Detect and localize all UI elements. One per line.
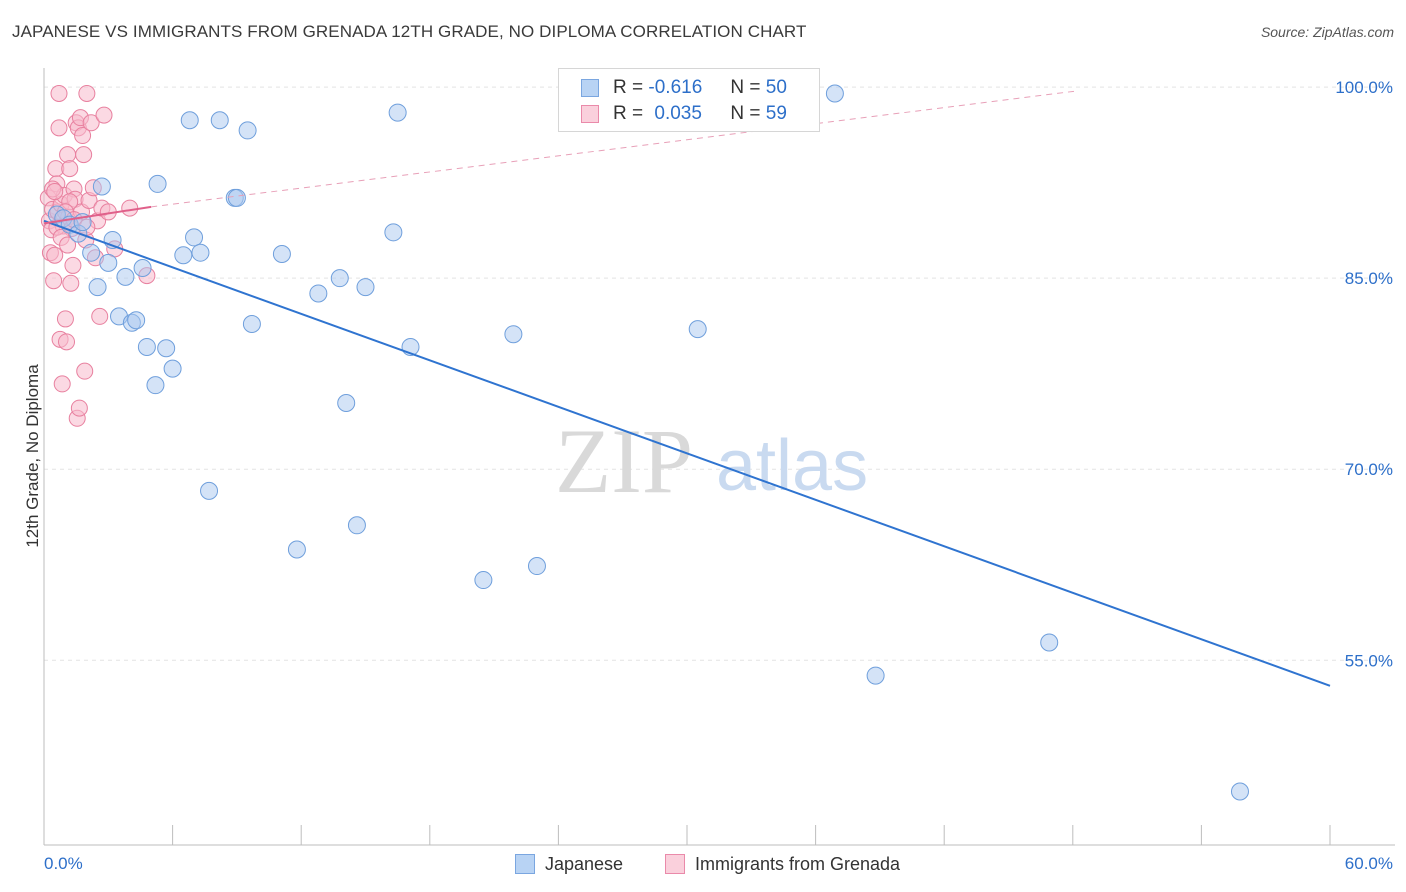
- japanese-point: [330, 269, 349, 288]
- legend-n-label: N =: [730, 103, 761, 124]
- grenada-point: [58, 333, 76, 351]
- japanese-point: [1040, 633, 1059, 652]
- grenada-point: [50, 84, 68, 102]
- grenada-point: [59, 146, 77, 164]
- legend-r-label: R =: [613, 77, 644, 98]
- y-tick-label: 85.0%: [1345, 269, 1393, 288]
- japanese-point: [191, 243, 210, 262]
- bottom-legend-label-grenada: Immigrants from Grenada: [695, 853, 901, 874]
- japanese-point: [127, 311, 146, 330]
- bottom-legend-label-japanese: Japanese: [545, 853, 624, 874]
- japanese-point: [174, 246, 193, 265]
- japanese-point: [116, 267, 135, 286]
- x-tick-label: 0.0%: [44, 854, 83, 873]
- bottom-legend-swatch-grenada: [665, 854, 685, 874]
- japanese-point: [133, 258, 152, 277]
- japanese-point: [146, 376, 165, 395]
- grenada-point: [91, 307, 109, 325]
- japanese-point: [388, 103, 407, 122]
- japanese-point: [866, 666, 885, 685]
- japanese-point: [309, 284, 328, 303]
- japanese-point: [200, 481, 219, 500]
- grenada-point: [61, 160, 79, 178]
- grenada-point: [45, 272, 63, 290]
- grenada-point: [62, 274, 80, 292]
- japanese-trend-line: [43, 219, 1331, 687]
- japanese-point: [356, 278, 375, 297]
- japanese-point: [210, 111, 229, 130]
- japanese-point: [1230, 782, 1249, 801]
- y-tick-label: 55.0%: [1345, 651, 1393, 670]
- grid-lines: [44, 86, 1395, 661]
- japanese-point: [337, 394, 356, 413]
- tick-labels: 55.0% 70.0% 85.0% 100.0% 0.0% 60.0%: [44, 78, 1393, 873]
- grenada-point: [50, 119, 68, 137]
- grenada-point: [46, 183, 64, 201]
- legend-r-value: -0.616: [648, 77, 703, 98]
- y-axis-label: 12th Grade, No Diploma: [23, 364, 42, 548]
- japanese-point: [148, 174, 167, 193]
- legend-row-japanese: R = -0.616 N = 50: [581, 76, 787, 100]
- grenada-point: [59, 236, 77, 254]
- legend-n-label: N =: [730, 77, 761, 98]
- legend-n-value: 59: [765, 103, 787, 124]
- bottom-legend-swatch-japanese: [515, 854, 535, 874]
- watermark-atlas: atlas: [716, 426, 868, 506]
- japanese-point: [272, 244, 291, 263]
- correlation-legend: R = -0.616 N = 50 R = 0.035 N = 59: [558, 68, 820, 132]
- grenada-point: [121, 199, 139, 217]
- japanese-point: [527, 557, 546, 576]
- japanese-point: [88, 278, 107, 297]
- japanese-point: [474, 571, 493, 590]
- source-label: Source: ZipAtlas.com: [1260, 24, 1394, 40]
- grenada-point: [46, 246, 64, 264]
- grenada-point: [78, 84, 96, 102]
- japanese-point: [287, 540, 306, 559]
- watermark-zip: ZIP: [555, 410, 693, 512]
- legend-swatch-japanese: [581, 79, 599, 97]
- bottom-legend-japanese: Japanese: [515, 852, 623, 876]
- x-tick-label: 60.0%: [1345, 854, 1393, 873]
- japanese-point: [185, 228, 204, 247]
- japanese-point: [163, 359, 182, 378]
- bottom-legend-grenada: Immigrants from Grenada: [665, 852, 900, 876]
- grenada-point: [74, 127, 92, 145]
- japanese-point: [157, 339, 176, 358]
- grenada-point: [75, 146, 93, 164]
- grenada-point: [53, 375, 71, 393]
- chart-title: JAPANESE VS IMMIGRANTS FROM GRENADA 12TH…: [12, 22, 807, 41]
- grenada-point: [56, 310, 74, 328]
- japanese-point: [504, 325, 523, 344]
- watermark: ZIP atlas: [555, 410, 868, 512]
- grenada-trend-line-extension: [151, 90, 1078, 208]
- grenada-point: [82, 114, 100, 132]
- legend-r-value: 0.035: [654, 103, 702, 124]
- grenada-trend-line: [43, 205, 152, 225]
- japanese-point: [92, 177, 111, 196]
- legend-r-label: R =: [613, 103, 644, 124]
- japanese-point: [180, 111, 199, 130]
- y-tick-label: 100.0%: [1335, 78, 1393, 97]
- japanese-point: [238, 121, 257, 140]
- grenada-point: [95, 106, 113, 124]
- japanese-point: [99, 253, 118, 272]
- legend-swatch-grenada: [581, 105, 599, 123]
- japanese-point: [347, 516, 366, 535]
- japanese-point: [82, 243, 101, 262]
- legend-n-value: 50: [765, 77, 787, 98]
- japanese-point: [688, 320, 707, 339]
- grenada-point: [70, 399, 88, 417]
- y-tick-label: 70.0%: [1345, 460, 1393, 479]
- grenada-point: [76, 362, 94, 380]
- trend-lines: [43, 90, 1331, 687]
- japanese-point: [242, 315, 261, 334]
- japanese-point: [384, 223, 403, 242]
- japanese-point: [137, 337, 156, 356]
- legend-row-grenada: R = 0.035 N = 59: [581, 102, 787, 126]
- grenada-point: [64, 256, 82, 274]
- japanese-point: [227, 188, 246, 207]
- japanese-point: [825, 84, 844, 103]
